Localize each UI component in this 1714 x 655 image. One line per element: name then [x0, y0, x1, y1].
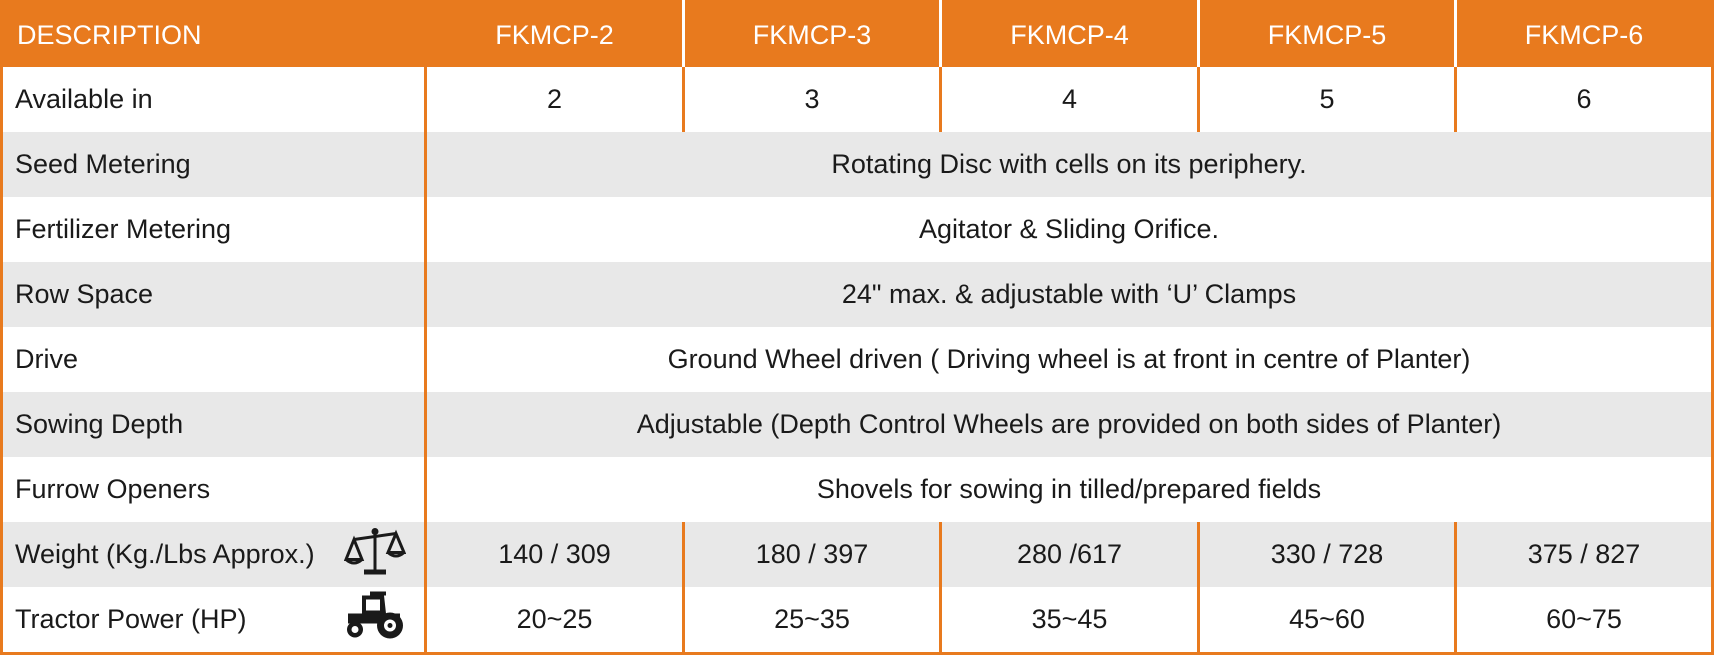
row-label: Row Space [1, 262, 427, 327]
cell-value: 5 [1198, 67, 1457, 132]
cell-value-merged: Ground Wheel driven ( Driving wheel is a… [425, 327, 1713, 392]
cell-value: 45~60 [1198, 587, 1457, 654]
row-label: Available in [1, 67, 427, 132]
header-description: DESCRIPTION [1, 1, 427, 67]
row-label: Tractor Power (HP) [15, 604, 247, 634]
cell-value: 4 [940, 67, 1200, 132]
cell-value-merged: 24" max. & adjustable with ‘U’ Clamps [425, 262, 1713, 327]
header-model: FKMCP-2 [425, 1, 685, 67]
row-label: Seed Metering [1, 132, 427, 197]
table-row-fertilizer-metering: Fertilizer Metering Agitator & Sliding O… [1, 197, 1713, 262]
cell-value: 180 / 397 [683, 522, 942, 587]
header-model: FKMCP-5 [1198, 1, 1457, 67]
header-row: DESCRIPTION FKMCP-2 FKMCP-3 FKMCP-4 FKMC… [1, 1, 1713, 67]
cell-value: 35~45 [940, 587, 1200, 654]
cell-value: 330 / 728 [1198, 522, 1457, 587]
row-label: Weight (Kg./Lbs Approx.) [15, 539, 315, 569]
cell-value-merged: Rotating Disc with cells on its peripher… [425, 132, 1713, 197]
cell-value: 280 /617 [940, 522, 1200, 587]
table-row-drive: Drive Ground Wheel driven ( Driving whee… [1, 327, 1713, 392]
row-label-cell: Weight (Kg./Lbs Approx.) [1, 522, 427, 587]
cell-value: 25~35 [683, 587, 942, 654]
cell-value: 375 / 827 [1455, 522, 1713, 587]
row-label-cell: Tractor Power (HP) [1, 587, 427, 654]
cell-value: 6 [1455, 67, 1713, 132]
table-row-available-in: Available in 2 3 4 5 6 [1, 67, 1713, 132]
cell-value: 3 [683, 67, 942, 132]
row-label: Sowing Depth [1, 392, 427, 457]
cell-value-merged: Adjustable (Depth Control Wheels are pro… [425, 392, 1713, 457]
table-row-seed-metering: Seed Metering Rotating Disc with cells o… [1, 132, 1713, 197]
cell-value-merged: Agitator & Sliding Orifice. [425, 197, 1713, 262]
cell-value: 140 / 309 [425, 522, 685, 587]
tractor-icon [340, 591, 406, 648]
header-model: FKMCP-3 [683, 1, 942, 67]
row-label: Drive [1, 327, 427, 392]
header-model: FKMCP-6 [1455, 1, 1713, 67]
header-model: FKMCP-4 [940, 1, 1200, 67]
cell-value: 60~75 [1455, 587, 1713, 654]
table-row-sowing-depth: Sowing Depth Adjustable (Depth Control W… [1, 392, 1713, 457]
table-row-furrow-openers: Furrow Openers Shovels for sowing in til… [1, 457, 1713, 522]
table-row-row-space: Row Space 24" max. & adjustable with ‘U’… [1, 262, 1713, 327]
cell-value: 2 [425, 67, 685, 132]
cell-value-merged: Shovels for sowing in tilled/prepared fi… [425, 457, 1713, 522]
table-row-weight: Weight (Kg./Lbs Approx.) [1, 522, 1713, 587]
row-label: Furrow Openers [1, 457, 427, 522]
weighing-scale-icon [343, 526, 407, 583]
row-label: Fertilizer Metering [1, 197, 427, 262]
table-row-tractor-power: Tractor Power (HP) [1, 587, 1713, 654]
cell-value: 20~25 [425, 587, 685, 654]
